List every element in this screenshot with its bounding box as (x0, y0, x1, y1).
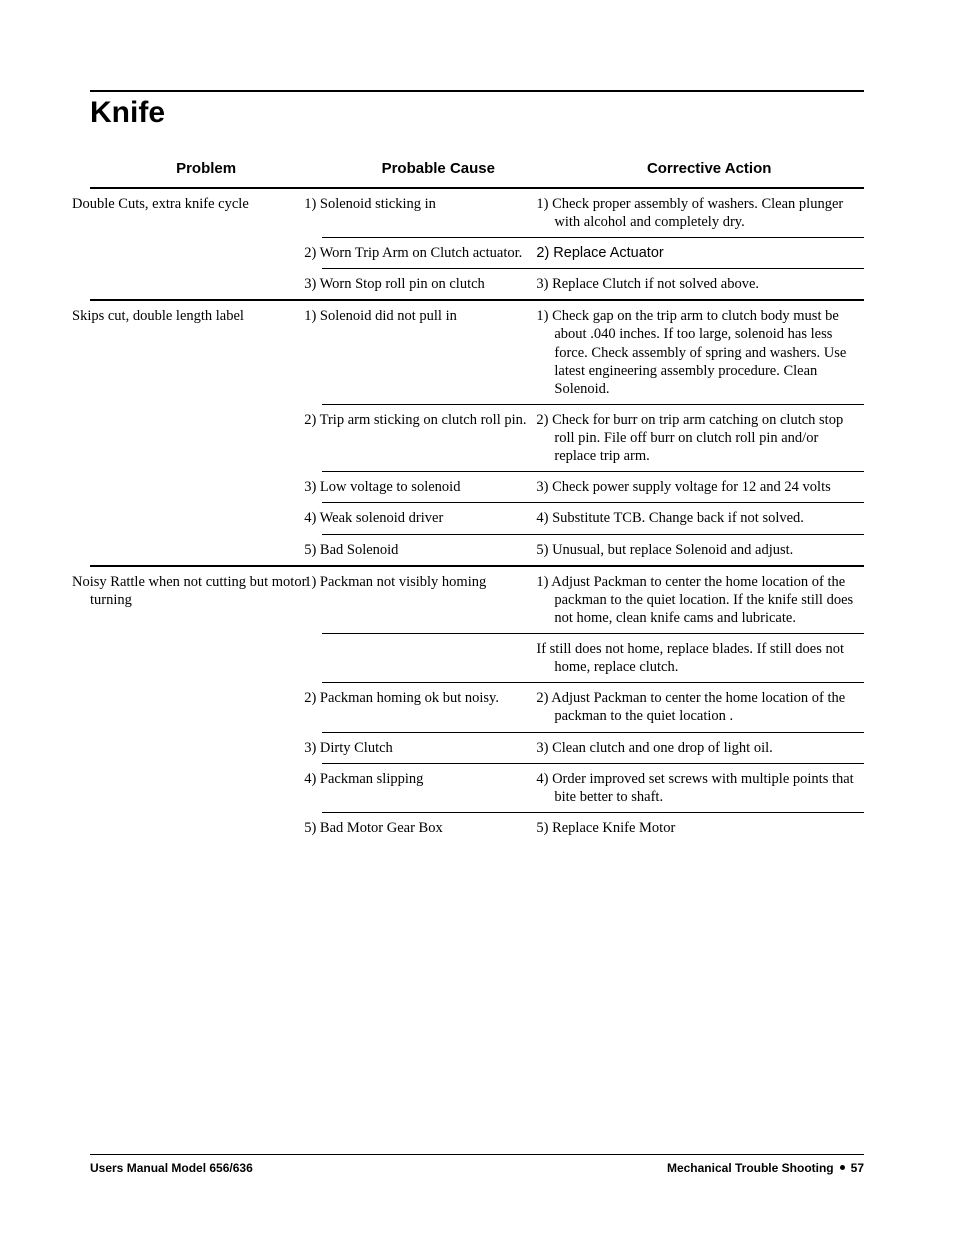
cause-cell: 5) Bad Motor Gear Box (322, 812, 554, 843)
action-cell: 1) Adjust Packman to center the home loc… (554, 566, 864, 634)
action-cell: 5) Replace Knife Motor (554, 812, 864, 843)
table-row: Skips cut, double length label1) Solenoi… (90, 300, 864, 404)
table-row: Double Cuts, extra knife cycle1) Solenoi… (90, 188, 864, 238)
cause-cell: 1) Packman not visibly homing (322, 566, 554, 634)
action-cell: 1) Check gap on the trip arm to clutch b… (554, 300, 864, 404)
action-cell: 5) Unusual, but replace Solenoid and adj… (554, 534, 864, 566)
problem-cell: Skips cut, double length label (90, 300, 322, 565)
action-cell: 3) Replace Clutch if not solved above. (554, 269, 864, 301)
cause-cell: 2) Packman homing ok but noisy. (322, 683, 554, 732)
action-cell: 2) Check for burr on trip arm catching o… (554, 404, 864, 471)
action-cell: 3) Check power supply voltage for 12 and… (554, 472, 864, 503)
cause-cell: 3) Low voltage to solenoid (322, 472, 554, 503)
troubleshooting-table: Problem Probable Cause Corrective Action… (90, 154, 864, 843)
cause-cell: 4) Weak solenoid driver (322, 503, 554, 534)
cause-cell: 5) Bad Solenoid (322, 534, 554, 566)
action-cell: 1) Check proper assembly of washers. Cle… (554, 188, 864, 238)
col-header-cause: Probable Cause (322, 154, 554, 188)
action-cell: 4) Order improved set screws with multip… (554, 763, 864, 812)
footer-right: Mechanical Trouble Shooting57 (667, 1161, 864, 1175)
table-row: Noisy Rattle when not cutting but motor … (90, 566, 864, 634)
cause-cell: 1) Solenoid sticking in (322, 188, 554, 238)
action-cell: 4) Substitute TCB. Change back if not so… (554, 503, 864, 534)
cause-cell: 3) Worn Stop roll pin on clutch (322, 269, 554, 301)
cause-cell: 4) Packman slipping (322, 763, 554, 812)
page-footer: Users Manual Model 656/636 Mechanical Tr… (90, 1154, 864, 1175)
action-cell: If still does not home, replace blades. … (554, 634, 864, 683)
cause-cell (322, 634, 554, 683)
problem-cell: Noisy Rattle when not cutting but motor … (90, 566, 322, 843)
col-header-action: Corrective Action (554, 154, 864, 188)
cause-cell: 1) Solenoid did not pull in (322, 300, 554, 404)
problem-cell: Double Cuts, extra knife cycle (90, 188, 322, 301)
cause-cell: 2) Trip arm sticking on clutch roll pin. (322, 404, 554, 471)
table-body: Double Cuts, extra knife cycle1) Solenoi… (90, 188, 864, 843)
section-title: Knife (90, 96, 864, 130)
action-cell: 2) Replace Actuator (554, 238, 864, 269)
cause-cell: 2) Worn Trip Arm on Clutch actuator. (322, 238, 554, 269)
col-header-problem: Problem (90, 154, 322, 188)
action-cell: 3) Clean clutch and one drop of light oi… (554, 732, 864, 763)
action-cell: 2) Adjust Packman to center the home loc… (554, 683, 864, 732)
footer-left: Users Manual Model 656/636 (90, 1161, 253, 1175)
cause-cell: 3) Dirty Clutch (322, 732, 554, 763)
